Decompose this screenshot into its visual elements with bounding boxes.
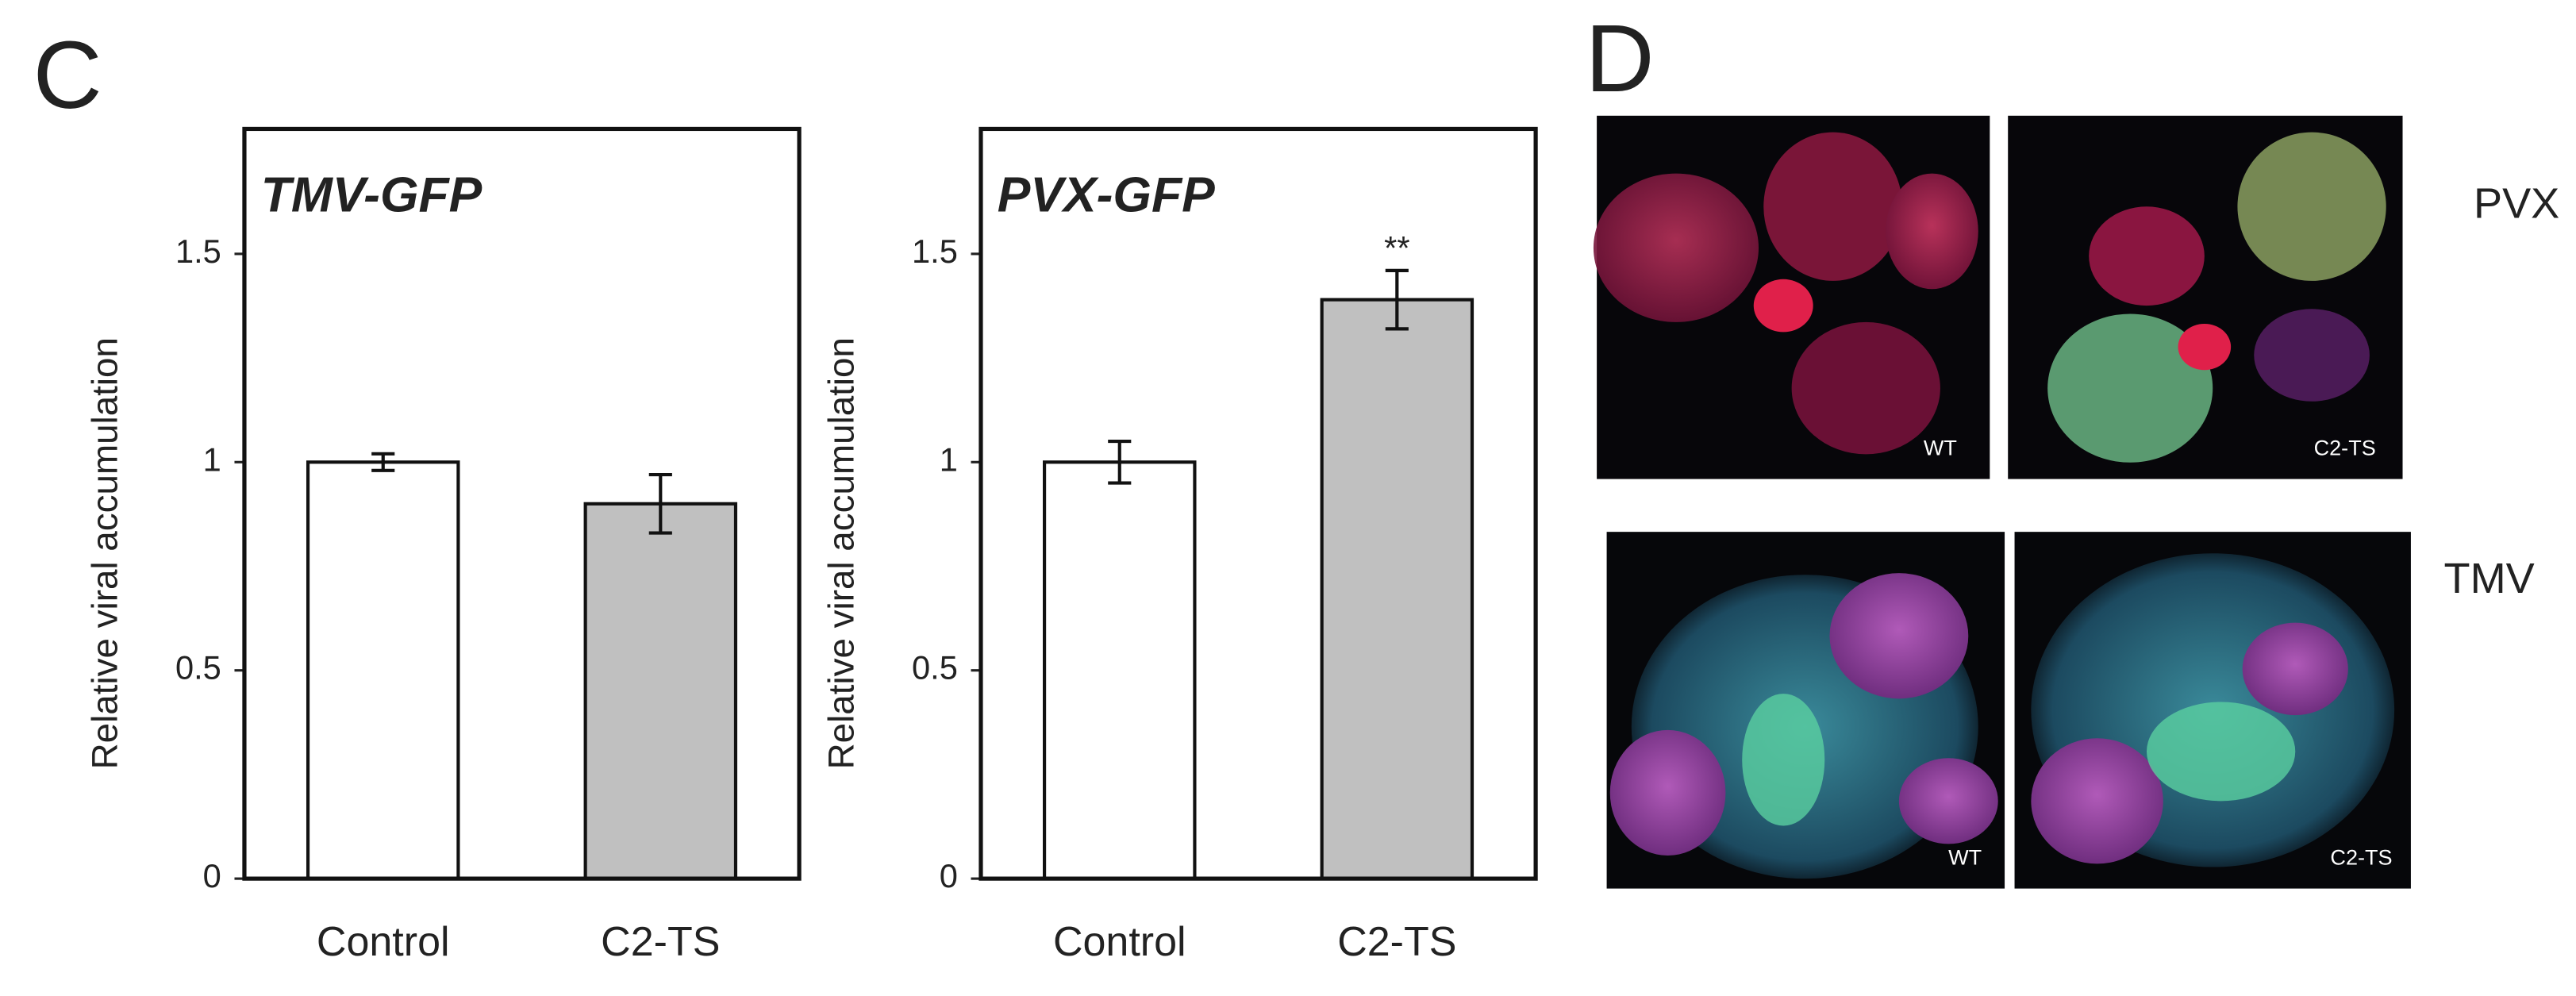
photo-row-label: TMV	[2444, 555, 2535, 602]
photo-panel: WT C2-TS WT C2-TS PVX TMV	[1593, 115, 2559, 889]
leaf	[2178, 323, 2232, 371]
leaf	[1593, 173, 1759, 322]
leaf	[2047, 313, 2213, 463]
leaf	[1742, 694, 1825, 826]
y-axis-label: Relative viral accumulation	[84, 337, 125, 769]
panel-label: C	[33, 21, 102, 129]
bar	[1043, 460, 1197, 881]
leaf	[1829, 573, 1969, 699]
y-tick-label: 1.5	[912, 233, 958, 270]
photo-label: C2-TS	[2330, 845, 2392, 869]
leaf	[2254, 309, 2370, 402]
leaf	[1898, 758, 1998, 844]
y-axis-label: Relative viral accumulation	[821, 337, 861, 769]
y-tick-label: 1	[940, 440, 958, 478]
y-tick-label: 0	[940, 857, 958, 894]
plot-frame	[242, 126, 802, 881]
x-tick-label: Control	[1053, 919, 1186, 965]
panel-label: D	[1586, 5, 1655, 112]
leaf	[2242, 622, 2348, 716]
bar	[1320, 298, 1474, 881]
y-tick-label: 1	[203, 440, 221, 478]
leaf	[1763, 132, 1903, 281]
photo-label: WT	[1948, 845, 1982, 869]
plot-frame	[978, 126, 1538, 881]
x-tick-label: Control	[317, 919, 450, 965]
bar	[306, 460, 460, 881]
photo-label: C2-TS	[2314, 436, 2376, 460]
leaf	[1609, 729, 1726, 856]
photo-row-label: PVX	[2474, 180, 2559, 228]
leaf	[2147, 702, 2296, 802]
leaf	[1753, 279, 1813, 333]
x-tick-label: C2-TS	[601, 919, 720, 965]
photo-label: WT	[1924, 436, 1957, 460]
y-tick-label: 0.5	[912, 649, 958, 686]
leaf	[1791, 321, 1940, 455]
leaf	[1886, 173, 1978, 290]
y-tick-label: 1.5	[175, 233, 221, 270]
leaf	[2089, 206, 2205, 306]
y-tick-label: 0	[203, 857, 221, 894]
leaf	[2237, 132, 2386, 281]
chart-title: TMV-GFP	[261, 167, 483, 222]
leaf	[2031, 738, 2163, 864]
bar	[583, 502, 738, 881]
chart-title: PVX-GFP	[998, 167, 1215, 222]
x-tick-label: C2-TS	[1337, 919, 1456, 965]
annotation: **	[1384, 229, 1409, 267]
y-tick-label: 0.5	[175, 649, 221, 686]
